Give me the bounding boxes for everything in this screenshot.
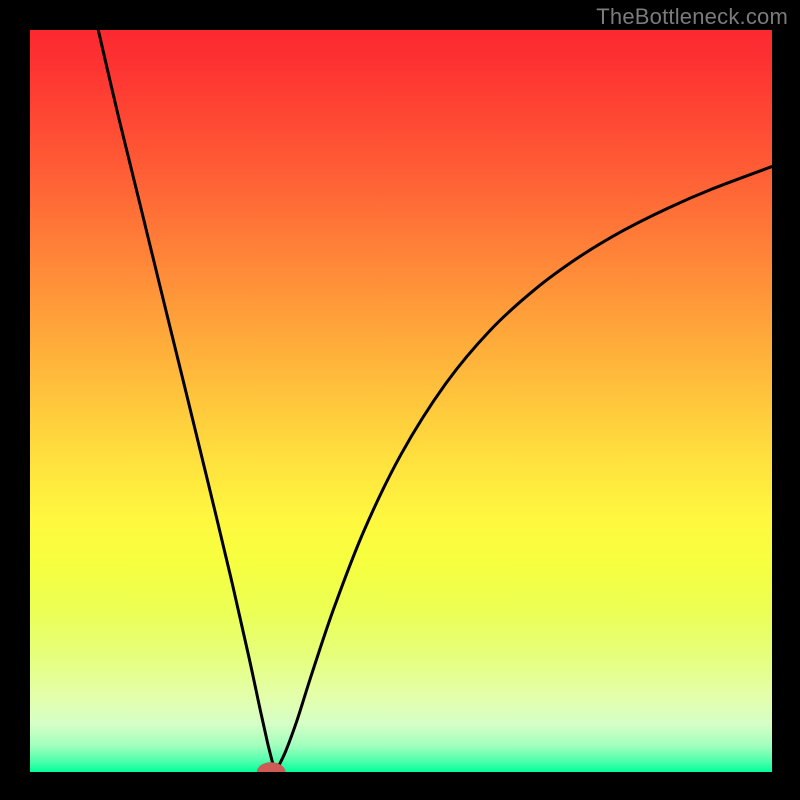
- watermark-text: TheBottleneck.com: [596, 4, 788, 30]
- plot-gradient-background: [30, 30, 772, 772]
- bottleneck-chart: [0, 0, 800, 800]
